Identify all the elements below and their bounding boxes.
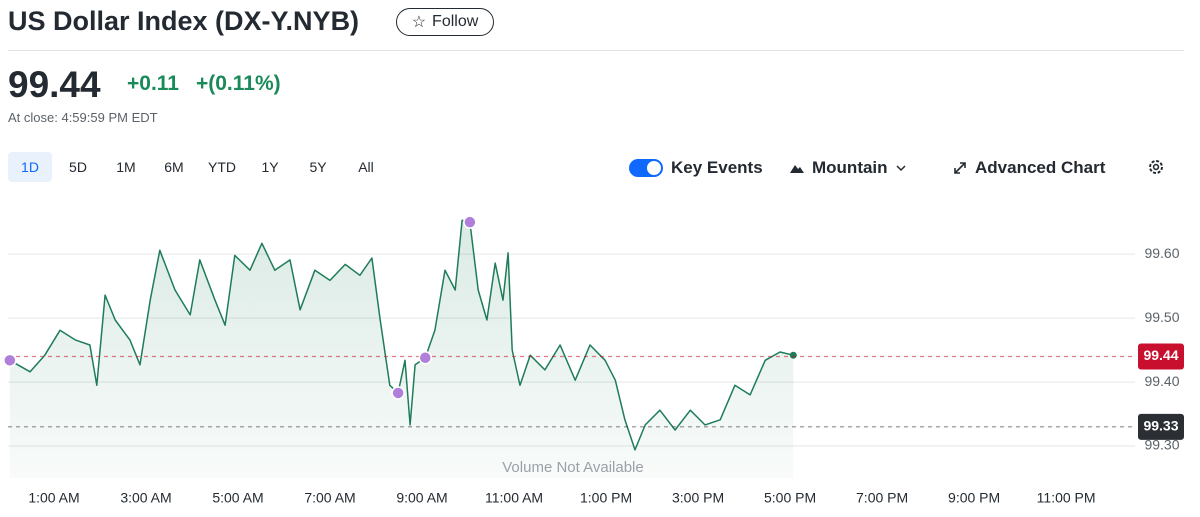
- y-tick-label: 99.30: [1144, 437, 1179, 453]
- reference-label: 99.44: [1143, 347, 1178, 363]
- range-tab[interactable]: 6M: [164, 159, 184, 175]
- title: US Dollar Index (DX-Y.NYB): [8, 6, 360, 36]
- expand-icon: [954, 162, 966, 174]
- x-tick-label: 5:00 PM: [764, 490, 816, 506]
- change: +0.11: [127, 72, 179, 95]
- reference-label-box: [1138, 413, 1184, 440]
- reference-label-box: [1138, 343, 1184, 370]
- chart: 99.30 99.40 99.50 99.60 1:00 AM 3:00 AM 5:00 A…: [3, 215, 1184, 506]
- x-tick-label: 9:00 AM: [396, 490, 447, 506]
- change-percent: +(0.11%): [196, 72, 281, 95]
- x-tick-label: 1:00 AM: [28, 490, 79, 506]
- chart-style-menu[interactable]: Mountain: [790, 158, 906, 178]
- price: 99.44: [8, 64, 101, 105]
- last-point: [789, 351, 797, 359]
- advanced-chart-label: Advanced Chart: [975, 158, 1106, 177]
- y-tick-label: 99.40: [1144, 373, 1179, 389]
- x-tick-label: 7:00 AM: [304, 490, 355, 506]
- chart-style-label: Mountain: [812, 158, 888, 177]
- range-tab[interactable]: 5Y: [309, 159, 327, 175]
- range-tab[interactable]: 1D: [8, 152, 52, 182]
- x-tick-label: 11:00 PM: [1037, 490, 1096, 506]
- divider: [8, 50, 1184, 51]
- key-event: [463, 215, 477, 229]
- range-tabs: 1D 5D 1M 6M YTD 1Y 5Y All: [8, 152, 388, 182]
- advanced-chart-button[interactable]: Advanced Chart: [953, 158, 1105, 178]
- key-event: [391, 386, 405, 400]
- mountain-icon: [790, 165, 804, 173]
- range-tab[interactable]: YTD: [208, 159, 236, 175]
- line: [9, 219, 794, 451]
- x-tick-label: 11:00 AM: [485, 490, 543, 506]
- x-tick-label: 1:00 PM: [580, 490, 632, 506]
- x-tick-label: 9:00 PM: [948, 490, 1000, 506]
- key-event: [3, 353, 17, 368]
- follow-button[interactable]: ☆ Follow: [396, 8, 494, 36]
- x-tick-label: 5:00 AM: [212, 490, 263, 506]
- gear-icon: [1149, 160, 1163, 174]
- y-tick-label: 99.60: [1144, 245, 1179, 261]
- range-tab[interactable]: 5D: [69, 159, 87, 175]
- range-tab[interactable]: 1M: [116, 159, 136, 175]
- follow-label: Follow: [432, 13, 479, 30]
- key-event: [418, 351, 433, 365]
- annotation: Volume Not Available: [502, 459, 643, 476]
- settings-button[interactable]: [1146, 157, 1166, 177]
- key-events-label: Key Events: [671, 158, 763, 177]
- range-tab[interactable]: All: [358, 159, 374, 175]
- x-tick-label: 7:00 PM: [856, 490, 908, 506]
- star-icon: ☆: [411, 14, 427, 31]
- x-tick-label: 3:00 PM: [672, 490, 724, 506]
- range-tab[interactable]: 1Y: [261, 159, 279, 175]
- area: [9, 220, 794, 479]
- x-tick-label: 3:00 AM: [120, 490, 171, 506]
- toggle-icon: [629, 159, 663, 177]
- close-note: At close: 4:59:59 PM EDT: [8, 110, 158, 125]
- key-events-toggle[interactable]: Key Events: [629, 158, 763, 178]
- reference-label: 99.33: [1143, 418, 1178, 434]
- y-tick-label: 99.50: [1144, 309, 1179, 325]
- chevron-icon: [896, 165, 906, 172]
